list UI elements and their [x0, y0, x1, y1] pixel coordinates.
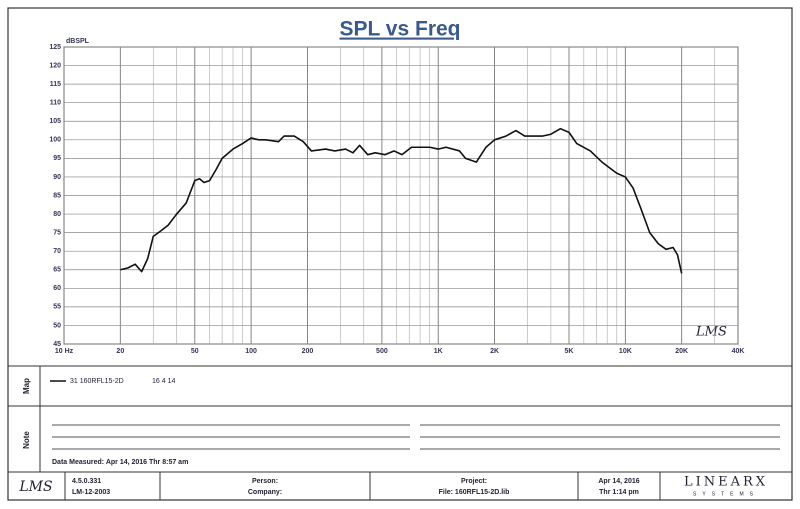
y-tick-label: 55: [53, 304, 61, 311]
x-tick-label: 500: [376, 348, 388, 355]
spl-curve: [120, 127, 683, 274]
footer-dividers: [64, 472, 661, 500]
x-tick-label: 10 Hz: [55, 348, 74, 355]
y-tick-label: 90: [53, 174, 61, 181]
y-tick-label: 45: [53, 341, 61, 348]
project: Project:: [461, 478, 487, 485]
y-tick-label: 60: [53, 285, 61, 292]
y-tick-label: 125: [49, 44, 61, 51]
chart-title: SPL vs Freq: [340, 18, 461, 41]
footer-logo: LMS: [18, 479, 52, 495]
y-tick-label: 95: [53, 155, 61, 162]
x-tick-label: 50: [191, 348, 199, 355]
brand-sub: SYSTEMS: [693, 491, 759, 497]
y-tick-label: 65: [53, 267, 61, 274]
y-axis-label: dBSPL: [66, 38, 90, 45]
x-tick-label: 2K: [490, 348, 499, 355]
x-tick-label: 40K: [732, 348, 745, 355]
x-tick-label: 10K: [619, 348, 632, 355]
company: Company:: [248, 489, 282, 496]
map-label: Map: [22, 378, 31, 394]
y-tick-label: 50: [53, 322, 61, 329]
note-text: Data Measured: Apr 14, 2016 Thr 8:57 am: [52, 459, 188, 466]
y-tick-label: 100: [49, 137, 61, 144]
note-lines: [52, 424, 780, 450]
time: Thr 1:14 pm: [599, 489, 639, 496]
legend-date: 16 4 14: [152, 378, 175, 385]
x-tick-label: 100: [245, 348, 257, 355]
note-label: Note: [22, 431, 31, 449]
x-tick-label: 200: [302, 348, 314, 355]
y-tick-label: 80: [53, 211, 61, 218]
x-tick-label: 1K: [434, 348, 443, 355]
version: 4.5.0.331: [72, 478, 101, 485]
date: Apr 14, 2016: [598, 478, 639, 485]
file: File: 160RFL15-2D.lib: [439, 489, 510, 496]
y-tick-label: 85: [53, 192, 61, 199]
x-tick-label: 20K: [675, 348, 688, 355]
y-tick-label: 115: [50, 81, 61, 88]
y-tick-label: 75: [53, 229, 61, 236]
y-tick-label: 105: [49, 118, 61, 125]
brand: LINEARX: [684, 475, 768, 490]
x-tick-label: 5K: [565, 348, 574, 355]
code: LM-12-2003: [72, 489, 110, 496]
x-tick-label: 20: [116, 348, 124, 355]
outer-frame: [7, 7, 793, 501]
legend-entry: 31 160RFL15-2D: [70, 378, 124, 385]
person: Person:: [252, 478, 278, 485]
y-tick-label: 120: [49, 62, 61, 69]
watermark: LMS: [695, 325, 727, 340]
y-tick-label: 110: [50, 100, 61, 107]
y-tick-label: 70: [53, 248, 61, 255]
